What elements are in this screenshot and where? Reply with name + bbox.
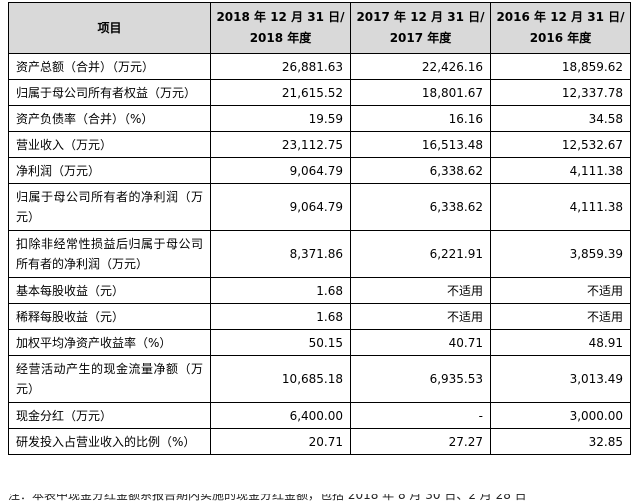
table-header-row: 项目 2018 年 12 月 31 日/ 2018 年度 2017 年 12 月… — [8, 2, 631, 54]
row-label: 加权平均净资产收益率（%） — [8, 329, 211, 356]
table-row: 经营活动产生的现金流量净额（万元） 10,685.18 6,935.53 3,0… — [8, 355, 631, 403]
value-2018: 9,064.79 — [210, 183, 351, 231]
value-2017: 6,935.53 — [350, 355, 491, 403]
row-label: 营业收入（万元） — [8, 131, 211, 158]
value-2017: 不适用 — [350, 277, 491, 304]
value-2016: 18,859.62 — [490, 53, 631, 80]
value-2018: 20.71 — [210, 428, 351, 455]
table-row: 资产负债率（合并）（%） 19.59 16.16 34.58 — [8, 105, 631, 132]
row-label: 归属于母公司所有者权益（万元） — [8, 79, 211, 106]
value-2017: 16,513.48 — [350, 131, 491, 158]
value-2018: 6,400.00 — [210, 402, 351, 429]
table-row: 营业收入（万元） 23,112.75 16,513.48 12,532.67 — [8, 131, 631, 158]
value-2018: 9,064.79 — [210, 157, 351, 184]
value-2016: 3,859.39 — [490, 230, 631, 278]
value-2016: 12,532.67 — [490, 131, 631, 158]
row-label: 资产总额（合并）（万元） — [8, 53, 211, 80]
value-2018: 8,371.86 — [210, 230, 351, 278]
header-2017: 2017 年 12 月 31 日/ 2017 年度 — [350, 2, 491, 54]
value-2018: 1.68 — [210, 303, 351, 330]
table-row: 基本每股收益（元） 1.68 不适用 不适用 — [8, 277, 631, 304]
value-2018: 50.15 — [210, 329, 351, 356]
financial-summary-table-wrap: 项目 2018 年 12 月 31 日/ 2018 年度 2017 年 12 月… — [8, 2, 631, 455]
value-2018: 1.68 — [210, 277, 351, 304]
value-2016: 32.85 — [490, 428, 631, 455]
value-2016: 34.58 — [490, 105, 631, 132]
financial-summary-table: 项目 2018 年 12 月 31 日/ 2018 年度 2017 年 12 月… — [8, 2, 631, 455]
value-2017: 22,426.16 — [350, 53, 491, 80]
table-row: 稀释每股收益（元） 1.68 不适用 不适用 — [8, 303, 631, 330]
value-2016: 48.91 — [490, 329, 631, 356]
row-label: 扣除非经常性损益后归属于母公司所有者的净利润（万元） — [8, 230, 211, 278]
table-row: 资产总额（合并）（万元） 26,881.63 22,426.16 18,859.… — [8, 53, 631, 80]
row-label: 基本每股收益（元） — [8, 277, 211, 304]
value-2018: 26,881.63 — [210, 53, 351, 80]
value-2016: 3,000.00 — [490, 402, 631, 429]
value-2018: 19.59 — [210, 105, 351, 132]
value-2017: 6,221.91 — [350, 230, 491, 278]
header-2018: 2018 年 12 月 31 日/ 2018 年度 — [210, 2, 351, 54]
table-row: 净利润（万元） 9,064.79 6,338.62 4,111.38 — [8, 157, 631, 184]
value-2016: 12,337.78 — [490, 79, 631, 106]
value-2017: - — [350, 402, 491, 429]
row-label: 经营活动产生的现金流量净额（万元） — [8, 355, 211, 403]
table-row: 扣除非经常性损益后归属于母公司所有者的净利润（万元） 8,371.86 6,22… — [8, 230, 631, 278]
value-2017: 6,338.62 — [350, 157, 491, 184]
value-2016: 不适用 — [490, 277, 631, 304]
value-2017: 16.16 — [350, 105, 491, 132]
table-row: 归属于母公司所有者权益（万元） 21,615.52 18,801.67 12,3… — [8, 79, 631, 106]
row-label: 现金分红（万元） — [8, 402, 211, 429]
value-2017: 18,801.67 — [350, 79, 491, 106]
value-2016: 4,111.38 — [490, 183, 631, 231]
row-label: 稀释每股收益（元） — [8, 303, 211, 330]
value-2016: 3,013.49 — [490, 355, 631, 403]
row-label: 资产负债率（合并）（%） — [8, 105, 211, 132]
table-row: 现金分红（万元） 6,400.00 - 3,000.00 — [8, 402, 631, 429]
row-label: 归属于母公司所有者的净利润（万元） — [8, 183, 211, 231]
footnote: 注：本表中现金分红金额系报告期内实施的现金分红金额，包括 2018 年 8 月 … — [8, 488, 527, 502]
value-2017: 不适用 — [350, 303, 491, 330]
table-row: 研发投入占营业收入的比例（%） 20.71 27.27 32.85 — [8, 428, 631, 455]
value-2017: 6,338.62 — [350, 183, 491, 231]
value-2018: 21,615.52 — [210, 79, 351, 106]
value-2017: 27.27 — [350, 428, 491, 455]
row-label: 研发投入占营业收入的比例（%） — [8, 428, 211, 455]
row-label: 净利润（万元） — [8, 157, 211, 184]
value-2016: 4,111.38 — [490, 157, 631, 184]
value-2016: 不适用 — [490, 303, 631, 330]
value-2018: 10,685.18 — [210, 355, 351, 403]
value-2018: 23,112.75 — [210, 131, 351, 158]
header-2016: 2016 年 12 月 31 日/ 2016 年度 — [490, 2, 631, 54]
table-row: 归属于母公司所有者的净利润（万元） 9,064.79 6,338.62 4,11… — [8, 183, 631, 231]
table-row: 加权平均净资产收益率（%） 50.15 40.71 48.91 — [8, 329, 631, 356]
header-item: 项目 — [8, 2, 211, 54]
value-2017: 40.71 — [350, 329, 491, 356]
